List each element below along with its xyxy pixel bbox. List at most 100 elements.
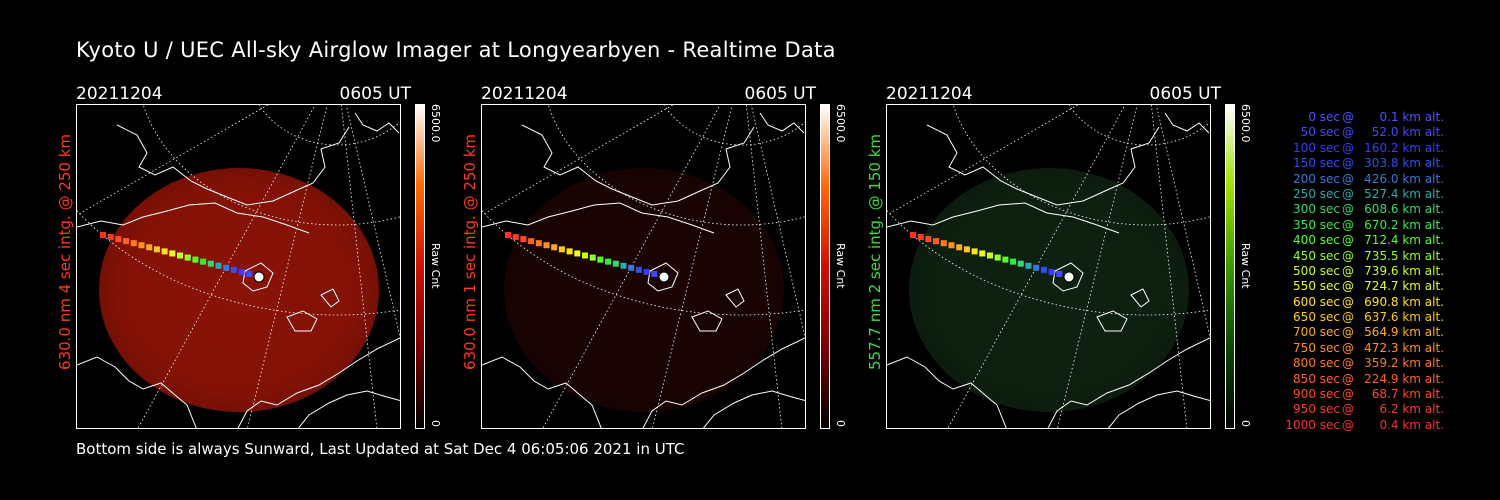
legend-at-sign: @	[1342, 140, 1354, 155]
longitude-line	[247, 105, 328, 428]
latitude-circle	[258, 105, 400, 146]
legend-altitude: 564.9 km alt.	[1364, 325, 1444, 340]
trajectory-marker	[138, 242, 145, 249]
colorbar-min: 0	[429, 420, 442, 427]
legend-at-sign: @	[1342, 248, 1354, 263]
colorbar-max: 6500.0	[429, 104, 442, 143]
trajectory-marker	[566, 248, 573, 255]
allsky-image-map	[76, 104, 401, 429]
legend-row: 850 sec @224.9 km alt.	[1262, 372, 1444, 387]
legend-altitude: 68.7 km alt.	[1371, 387, 1444, 402]
latitude-circle	[887, 210, 1210, 316]
panel-date: 20211204	[886, 84, 973, 104]
legend-row: 700 sec @564.9 km alt.	[1262, 325, 1444, 340]
colorbar	[820, 104, 830, 429]
trajectory-marker	[207, 260, 214, 267]
trajectory-marker	[597, 256, 604, 263]
trajectory-marker	[215, 262, 222, 269]
coastline	[887, 356, 1007, 428]
legend-row: 1000 sec @0.4 km alt.	[1262, 418, 1444, 433]
trajectory-marker	[651, 270, 658, 277]
coastline	[1107, 390, 1210, 428]
sky-image-disc	[909, 168, 1189, 412]
map-svg	[482, 105, 805, 428]
legend-at-sign: @	[1342, 125, 1354, 140]
coastline	[320, 288, 340, 308]
trajectory-marker	[987, 252, 993, 259]
trajectory-marker	[123, 238, 130, 245]
station-marker	[253, 271, 265, 283]
legend-seconds: 750 sec	[1293, 340, 1340, 355]
coastline	[642, 337, 805, 428]
panel-y-label: 630.0 nm 1 sec intg. @ 250 km	[461, 133, 479, 370]
sky-image-disc	[99, 168, 379, 412]
longitude-line	[542, 105, 721, 428]
legend-altitude: 160.2 km alt.	[1364, 140, 1444, 155]
legend-at-sign: @	[1342, 110, 1354, 124]
trajectory-marker	[1033, 264, 1040, 271]
trajectory-marker	[971, 248, 978, 255]
legend-at-sign: @	[1342, 217, 1354, 232]
legend-row: 50 sec @52.0 km alt.	[1262, 125, 1444, 140]
legend-at-sign: @	[1342, 156, 1354, 171]
trajectory-marker	[933, 238, 940, 245]
legend-row: 100 sec @160.2 km alt.	[1262, 141, 1444, 156]
legend-at-sign: @	[1342, 171, 1354, 186]
trajectory-marker	[1002, 256, 1009, 263]
legend-altitude: 608.6 km alt.	[1364, 202, 1444, 217]
latitude-circle	[482, 210, 805, 316]
footer-status: Bottom side is always Sunward, Last Upda…	[76, 440, 685, 458]
trajectory-marker	[605, 258, 612, 265]
legend-seconds: 950 sec	[1293, 402, 1340, 417]
legend-at-sign: @	[1342, 325, 1354, 340]
longitude-line	[652, 105, 733, 428]
coastline	[77, 356, 197, 428]
coastline	[1130, 288, 1150, 308]
legend-row: 800 sec @359.2 km alt.	[1262, 356, 1444, 371]
trajectory-marker	[223, 264, 230, 271]
legend-row: 600 sec @690.8 km alt.	[1262, 295, 1444, 310]
coastline	[116, 124, 350, 206]
coastline	[691, 310, 723, 332]
legend-seconds: 100 sec	[1293, 140, 1340, 155]
legend-altitude: 359.2 km alt.	[1364, 356, 1444, 371]
trajectory-marker	[192, 256, 199, 263]
longitude-line	[1057, 105, 1138, 428]
coastline	[297, 390, 400, 428]
trajectory-marker	[635, 266, 642, 273]
trajectory-marker	[246, 270, 253, 277]
trajectory-marker	[153, 246, 160, 253]
allsky-image-map	[886, 104, 1211, 429]
legend-at-sign: @	[1342, 233, 1354, 248]
legend-row: 750 sec @472.3 km alt.	[1262, 341, 1444, 356]
trajectory-marker	[505, 232, 511, 238]
colorbar-label: Raw Cnt	[429, 243, 442, 289]
colorbar-min: 0	[834, 420, 847, 427]
legend-seconds: 550 sec	[1293, 279, 1340, 294]
trajectory-marker	[230, 266, 237, 273]
coastline	[237, 337, 400, 428]
legend-row: 350 sec @670.2 km alt.	[1262, 218, 1444, 233]
panel-time: 0605 UT	[744, 84, 817, 104]
map-svg	[887, 105, 1210, 428]
legend-altitude: 527.4 km alt.	[1364, 186, 1444, 201]
panel-time: 0605 UT	[1149, 84, 1222, 104]
legend-seconds: 300 sec	[1293, 202, 1340, 217]
colorbar-max: 6500.0	[834, 104, 847, 143]
trajectory-marker	[963, 246, 970, 253]
legend-row: 950 sec @6.2 km alt.	[1262, 402, 1444, 417]
panel-y-label: 630.0 nm 4 sec intg. @ 250 km	[56, 133, 74, 370]
trajectory-marker	[1025, 262, 1032, 269]
trajectory-marker	[184, 254, 191, 261]
legend-altitude: 670.2 km alt.	[1364, 217, 1444, 232]
trajectory-marker	[940, 240, 947, 247]
trajectory-marker	[917, 234, 924, 241]
coastline	[1096, 310, 1128, 332]
legend-altitude: 724.7 km alt.	[1364, 279, 1444, 294]
legend-altitude: 637.6 km alt.	[1364, 310, 1444, 325]
trajectory-marker	[589, 254, 596, 261]
legend-altitude: 735.5 km alt.	[1364, 248, 1444, 263]
legend-at-sign: @	[1342, 402, 1354, 417]
legend-at-sign: @	[1342, 356, 1354, 371]
legend-row: 500 sec @739.6 km alt.	[1262, 264, 1444, 279]
